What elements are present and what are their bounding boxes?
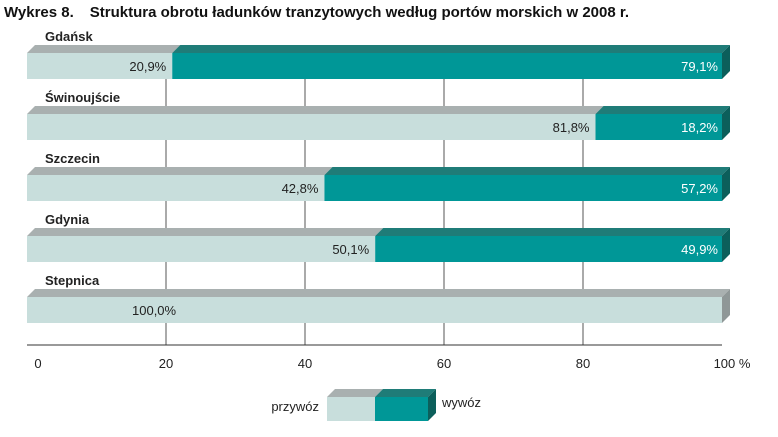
x-tick-label-2: 40: [298, 356, 312, 371]
bar-top-przywoz-4: [27, 289, 730, 297]
x-tick-label-5: 100 %: [714, 356, 751, 371]
labels: Gdańsk 20,9% 79,1% Świnoujście 81,8% 18,2% Szc…: [45, 29, 718, 318]
bar-top-wywoz-0: [172, 45, 730, 53]
bar-top-wywoz-3: [375, 228, 730, 236]
x-axis: 0 20 40 60 80 100 %: [27, 344, 751, 371]
bar-przywoz-3: [27, 236, 376, 262]
legend-swatch-top-wywoz: [375, 389, 436, 397]
x-tick-label-1: 20: [159, 356, 173, 371]
bar-top-wywoz-2: [324, 167, 730, 175]
data-label-przywoz-2: 42,8%: [282, 181, 319, 196]
legend-swatch-wywoz: [375, 397, 428, 421]
legend-label-wywoz: wywóz: [441, 395, 481, 410]
bar-wywoz-3: [375, 236, 722, 262]
bar-wywoz-0: [172, 53, 722, 79]
category-label-1: Świnoujście: [45, 90, 120, 105]
data-label-wywoz-1: 18,2%: [681, 120, 718, 135]
bar-przywoz-0: [27, 53, 173, 79]
chart-title: Wykres 8. Struktura obrotu ładunków tranz…: [4, 4, 629, 21]
legend-swatch-side: [428, 389, 436, 421]
bars: [27, 45, 730, 323]
data-label-wywoz-3: 49,9%: [681, 242, 718, 257]
chart-title-number: Wykres 8.: [4, 4, 74, 21]
legend: przywóz wywóz: [271, 389, 481, 421]
legend-swatch-przywoz: [327, 397, 375, 421]
legend-swatch-top-przywoz: [327, 389, 383, 397]
bar-wywoz-1: [595, 114, 722, 140]
data-label-przywoz-3: 50,1%: [332, 242, 369, 257]
category-label-0: Gdańsk: [45, 29, 93, 44]
bar-side-3: [722, 228, 730, 262]
x-tick-label-3: 60: [437, 356, 451, 371]
bar-side-0: [722, 45, 730, 79]
bar-przywoz-4: [27, 297, 722, 323]
bar-side-2: [722, 167, 730, 201]
data-label-przywoz-0: 20,9%: [129, 59, 166, 74]
bar-side-1: [722, 106, 730, 140]
bar-top-przywoz-0: [27, 45, 181, 53]
data-label-wywoz-2: 57,2%: [681, 181, 718, 196]
bar-przywoz-1: [27, 114, 596, 140]
data-label-wywoz-0: 79,1%: [681, 59, 718, 74]
category-label-2: Szczecin: [45, 151, 100, 166]
x-tick-label-4: 80: [576, 356, 590, 371]
data-label-przywoz-4: 100,0%: [132, 303, 177, 318]
bar-top-przywoz-2: [27, 167, 333, 175]
bar-side-4: [722, 289, 730, 323]
bar-top-wywoz-1: [595, 106, 730, 114]
bar-wywoz-2: [324, 175, 722, 201]
legend-label-przywoz: przywóz: [271, 399, 319, 414]
category-label-4: Stepnica: [45, 273, 100, 288]
chart-title-text: Struktura obrotu ładunków tranzytowych w…: [89, 4, 630, 21]
bar-top-przywoz-3: [27, 228, 384, 236]
x-tick-label-0: 0: [34, 356, 41, 371]
bar-przywoz-2: [27, 175, 325, 201]
data-label-przywoz-1: 81,8%: [553, 120, 590, 135]
category-label-3: Gdynia: [45, 212, 90, 227]
bar-top-przywoz-1: [27, 106, 604, 114]
